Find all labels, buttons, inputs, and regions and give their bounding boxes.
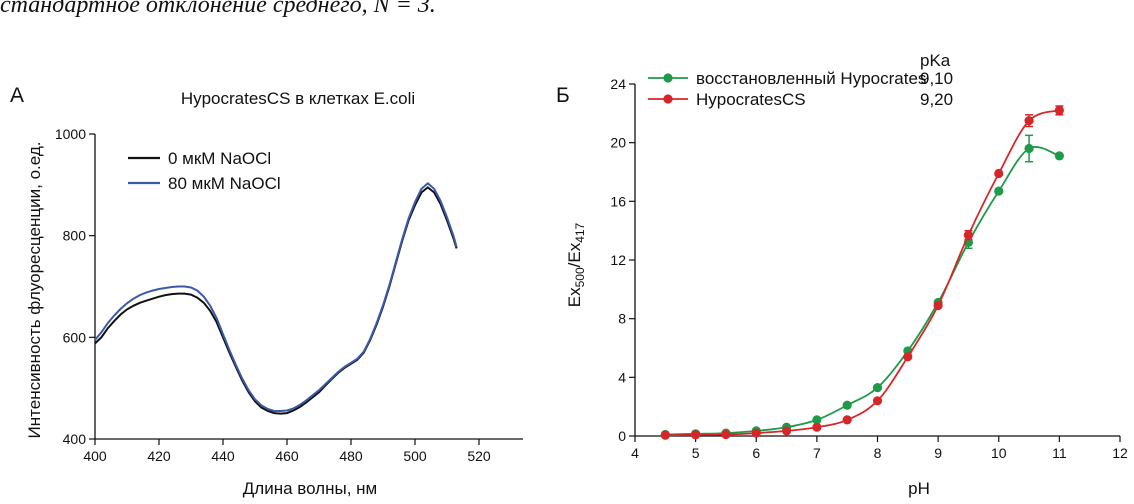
y-tick-label-b: 8 (618, 311, 626, 327)
legend-pka-b-2: 9,20 (920, 90, 953, 109)
chart-a-xlabel: Длина волны, нм (243, 479, 377, 498)
y-tick-label-b: 12 (610, 252, 626, 268)
x-tick-label-b: 12 (1112, 445, 1128, 461)
legend-marker-b-1 (663, 73, 673, 83)
y-tick-label-b: 24 (610, 76, 626, 92)
data-point-b-2 (660, 430, 670, 440)
data-point-b-2 (933, 300, 943, 311)
x-tick-label-a: 420 (147, 448, 171, 464)
y-tick-label-a: 1000 (55, 126, 86, 142)
x-tick-label-b: 4 (631, 445, 639, 461)
data-point-b-2 (903, 352, 913, 362)
y-tick-label-a: 600 (63, 329, 87, 345)
x-tick-label-b: 7 (813, 445, 821, 461)
fit-curve-b-2 (665, 109, 1060, 437)
x-tick-label-b: 10 (991, 445, 1007, 461)
y-tick-label-a: 400 (63, 431, 87, 447)
legend-label-b-2: HypocratesCS (696, 90, 806, 109)
x-tick-label-b: 8 (874, 445, 882, 461)
chart-a-ylabel: Интенсивность флуоресценции, о.ед. (25, 142, 44, 439)
x-tick-label-b: 11 (1052, 445, 1067, 461)
legend-label-a-2: 80 мкМ NaOCl (168, 174, 281, 193)
y-tick-label-b: 0 (618, 428, 626, 444)
data-point-b-2 (812, 422, 822, 432)
series-line-a-1 (94, 186, 458, 415)
data-point-b-2 (721, 429, 731, 440)
chart-b-xlabel: pH (908, 479, 930, 498)
data-point-b-1 (872, 383, 883, 393)
legend-pka-b-1: 9,10 (920, 69, 953, 88)
data-point-b-2 (691, 430, 701, 440)
legend-label-b-1: восстановленный Hypocrates (696, 69, 926, 88)
series-line-a-2 (94, 181, 458, 412)
panel-label-a: А (10, 84, 24, 107)
data-point-b-1 (842, 400, 852, 410)
y-tick-label-b: 16 (610, 193, 626, 209)
x-tick-label-b: 9 (934, 445, 942, 461)
data-point-b-1 (1054, 151, 1064, 161)
y-tick-label-b: 20 (610, 135, 626, 151)
x-tick-label-a: 500 (403, 448, 427, 464)
y-tick-label-a: 800 (63, 228, 87, 244)
data-point-b-2 (842, 415, 852, 425)
figure-caption: стандартное отклонение среднего, N = 3. (0, 0, 436, 18)
x-tick-label-a: 480 (339, 448, 363, 464)
data-point-b-1 (812, 415, 822, 425)
data-point-b-1 (994, 186, 1004, 196)
data-point-b-1 (1024, 143, 1034, 154)
x-tick-label-b: 5 (692, 445, 700, 461)
x-tick-label-a: 460 (275, 448, 299, 464)
x-tick-label-a: 520 (467, 448, 491, 464)
chart-b-ylabel: Ex500/Ex417 (565, 222, 587, 307)
data-point-b-2 (751, 428, 761, 438)
legend-b-header: pKa (920, 51, 951, 70)
chart-a-plot: 400 420 440 460 480 500 520 400 600 800 1000 0 мкМ … (55, 126, 523, 464)
data-point-b-2 (1054, 105, 1064, 115)
data-point-b-2 (1024, 116, 1034, 126)
panel-label-b: Б (556, 84, 570, 107)
data-point-b-2 (872, 396, 883, 406)
x-tick-label-a: 400 (83, 448, 107, 464)
y-tick-label-b: 4 (618, 369, 626, 385)
legend-label-a-1: 0 мкМ NaOCl (168, 149, 271, 168)
legend-marker-b-2 (663, 94, 673, 104)
x-tick-label-a: 440 (211, 448, 235, 464)
data-point-b-2 (963, 230, 974, 240)
x-tick-label-b: 6 (752, 445, 760, 461)
data-point-b-2 (994, 168, 1004, 179)
chart-a-title: HypocratesCS в клетках E.coli (181, 89, 415, 108)
data-point-b-2 (781, 426, 792, 436)
